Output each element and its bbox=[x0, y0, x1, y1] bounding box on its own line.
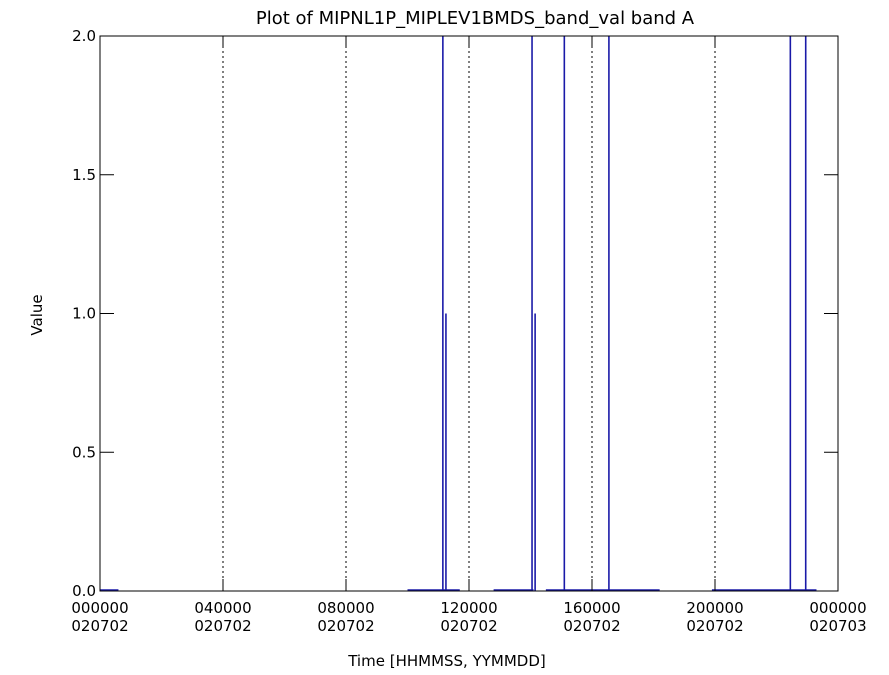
chart-title: Plot of MIPNL1P_MIPLEV1BMDS_band_val ban… bbox=[256, 8, 695, 29]
y-tick-label: 1.5 bbox=[72, 166, 96, 184]
x-tick-label-date: 020702 bbox=[317, 617, 374, 635]
x-tick-label-time: 200000 bbox=[686, 599, 743, 617]
x-tick-label-date: 020702 bbox=[440, 617, 497, 635]
x-tick-label-time: 000000 bbox=[71, 599, 128, 617]
x-tick-label-time: 080000 bbox=[317, 599, 374, 617]
y-tick-label: 2.0 bbox=[72, 27, 96, 45]
x-tick-label-date: 020702 bbox=[686, 617, 743, 635]
x-axis-label: Time [HHMMSS, YYMMDD] bbox=[347, 652, 546, 670]
data-layer bbox=[100, 36, 817, 591]
x-tick-label-time: 000000 bbox=[809, 599, 866, 617]
tick-layer: 0.00.51.01.52.00000000207020400000207020… bbox=[71, 27, 866, 635]
x-tick-label-date: 020702 bbox=[71, 617, 128, 635]
x-tick-label-date: 020703 bbox=[809, 617, 866, 635]
x-tick-label-date: 020702 bbox=[563, 617, 620, 635]
x-tick-label-time: 040000 bbox=[194, 599, 251, 617]
x-tick-label-time: 160000 bbox=[563, 599, 620, 617]
x-tick-label-time: 120000 bbox=[440, 599, 497, 617]
y-tick-label: 0.0 bbox=[72, 582, 96, 600]
y-axis-label: Value bbox=[28, 294, 46, 335]
x-tick-label-date: 020702 bbox=[194, 617, 251, 635]
y-tick-label: 0.5 bbox=[72, 443, 96, 461]
y-tick-label: 1.0 bbox=[72, 305, 96, 323]
grid-layer bbox=[222, 36, 716, 591]
